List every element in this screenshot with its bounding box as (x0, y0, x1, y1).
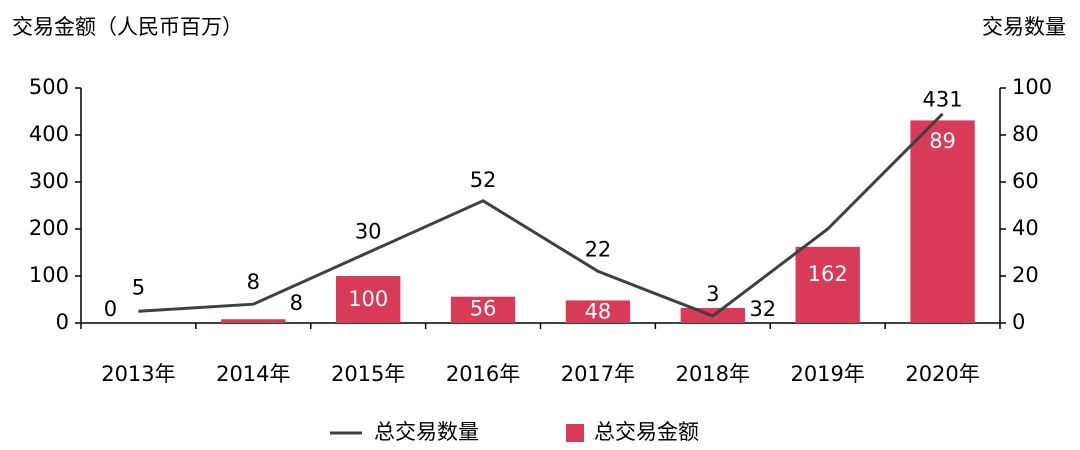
bar (565, 300, 631, 323)
bar-value-label: 100 (348, 287, 388, 311)
bar-value-label: 0 (104, 297, 117, 321)
y2-tick-label: 40 (1012, 216, 1039, 240)
x-tick-label: 2019年 (790, 362, 864, 386)
y-tick-label: 100 (29, 263, 69, 287)
y2-tick-label: 60 (1012, 169, 1039, 193)
line-value-label: 3 (706, 282, 719, 306)
line-value-label: 22 (585, 237, 612, 261)
y-axis-title: 交易金额（人民币百万） (12, 15, 243, 39)
line-value-label: 30 (355, 220, 382, 244)
x-tick-label: 2013年 (101, 362, 175, 386)
y-tick-label: 0 (56, 310, 69, 334)
line-value-label: 5 (132, 275, 145, 299)
x-tick-label: 2014年 (216, 362, 290, 386)
legend-label: 总交易金额 (594, 420, 699, 444)
line (138, 112, 944, 318)
x-tick-label: 2017年 (561, 362, 635, 386)
y-tick-label: 500 (29, 75, 69, 99)
bar (795, 246, 860, 323)
line-value-label: 89 (929, 129, 956, 153)
line-value-label: 52 (470, 168, 497, 192)
legend-swatch (566, 424, 584, 442)
line-value-label: 8 (247, 270, 260, 294)
bar (910, 120, 975, 324)
y2-tick-label: 100 (1012, 75, 1052, 99)
bar-value-label: 8 (290, 291, 303, 315)
bar (450, 296, 516, 323)
x-tick-label: 2015年 (331, 362, 405, 386)
y2-axis-title: 交易数量 (982, 15, 1066, 39)
legend-label: 总交易数量 (374, 420, 479, 444)
y-tick-label: 400 (29, 122, 69, 146)
x-tick-label: 2018年 (676, 362, 750, 386)
y2-tick-label: 80 (1012, 122, 1039, 146)
bar-value-label: 48 (585, 299, 612, 323)
x-tick-label: 2016年 (446, 362, 520, 386)
bar-value-label: 56 (470, 297, 497, 321)
y2-tick-label: 20 (1012, 263, 1039, 287)
bar (221, 319, 286, 323)
y-tick-label: 200 (29, 216, 69, 240)
y-tick-label: 300 (29, 169, 69, 193)
bar-value-label: 431 (923, 87, 963, 111)
bar-value-label: 32 (749, 297, 776, 321)
x-tick-label: 2020年 (905, 362, 979, 386)
bar (336, 276, 401, 323)
bar-value-label: 162 (808, 262, 848, 286)
y2-tick-label: 0 (1012, 310, 1025, 334)
